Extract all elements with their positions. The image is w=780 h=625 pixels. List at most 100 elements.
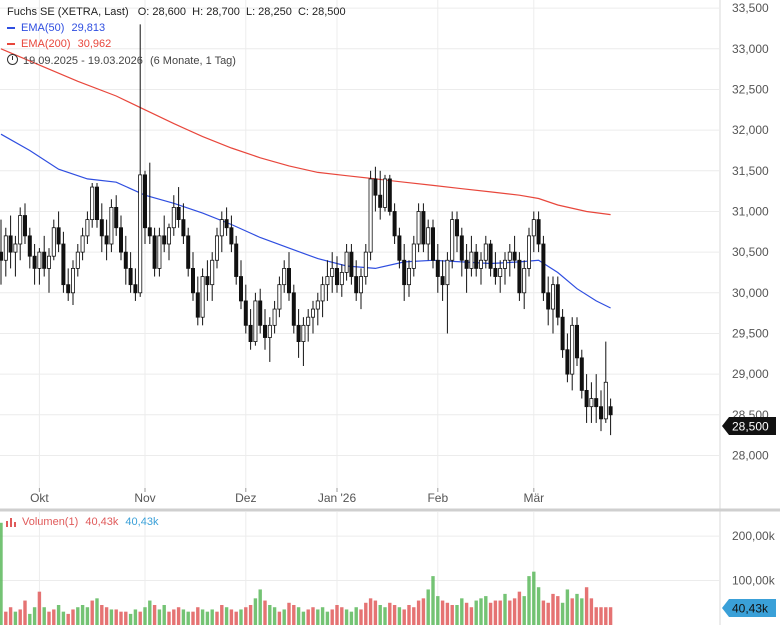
last-volume-badge: 40,43k [722,599,776,617]
volume-bar [268,605,272,625]
candle-body [0,251,4,261]
candle-body [296,324,301,343]
candle [229,215,234,253]
candle [205,260,210,301]
candle [570,317,575,391]
candle [142,170,147,244]
last-volume-badge-text: 40,43k [732,602,769,616]
candle [310,300,315,334]
volume-bar [100,605,104,625]
volume-bar [474,600,478,625]
candle-body [99,219,104,237]
volume-bar [18,609,22,625]
price-y-axis: 28,000 28,500 29,000 29,500 30,000 30,500 31,0… [732,1,769,462]
volume-bar [364,602,368,625]
ema200-legend[interactable]: EMA(200) 30,962 [7,38,111,50]
candle [560,309,565,358]
candle [320,276,325,318]
date-range-legend[interactable]: 19.09.2025 - 19.03.2026 (6 Monate, 1 Tag… [7,54,236,67]
volume-bar [594,607,598,625]
candle-body [344,251,349,273]
volume-bar [359,609,363,625]
volume-bar [90,600,94,625]
volume-bar [95,598,99,625]
candle-body [90,186,95,220]
time-tick-label: Feb [427,491,448,505]
volume-legend[interactable]: Volumen(1) 40,43k 40,43k [6,516,158,528]
volume-bar [373,600,378,625]
candle-body [291,292,296,326]
volume-bar [42,607,46,625]
volume-bar [191,611,195,625]
ema50-legend[interactable]: EMA(50) 29,813 [7,22,105,34]
volume-bar [541,600,546,625]
candle-body [551,284,556,310]
candle-body [565,349,570,375]
candle-body [459,235,464,261]
candle [138,24,143,297]
candle-body [157,235,162,269]
volume-bar [570,598,574,625]
candle-body [560,316,565,351]
last-volume-badge-shape [722,599,776,617]
clock-icon [7,54,18,65]
candle [119,215,124,261]
candle-body [205,276,210,286]
candle-body [190,267,195,294]
candle [104,219,109,261]
instrument-legend-row: Fuchs SE (XETRA, Last) O: 28,600 H: 28,7… [7,6,346,18]
volume-bar [335,605,339,625]
volume-bar [469,607,474,625]
volume-bar [301,611,306,625]
candle [8,215,13,269]
volume-bar [66,613,70,625]
volume-bar [109,609,114,625]
volume-bar [450,605,454,625]
candle [171,195,176,236]
candle-body [382,178,387,208]
candle-body [363,251,368,277]
volume-bar [330,609,334,625]
candle [291,284,296,334]
candle [157,227,162,277]
candle [75,244,80,277]
candle [214,227,219,269]
candle [579,349,584,399]
volume-bar [287,602,291,625]
volume-bar [234,611,238,625]
candle-body [37,251,42,269]
volume-bar [23,600,27,625]
candlestick-series [0,24,613,436]
candle-body [517,259,522,294]
volume-bar [239,609,243,625]
candle-body [42,251,47,269]
candle-body [8,235,13,253]
candle [382,174,387,212]
volume-bar [157,609,162,625]
candle [47,248,52,293]
candle [450,211,455,269]
volume-bar [551,593,555,625]
volume-tick-label: 200,00k [732,529,776,543]
volume-bar [426,589,430,625]
volume-bar [52,609,56,625]
candle [66,268,71,301]
volume-bar [608,607,613,625]
volume-bar [248,605,253,625]
candle [426,219,431,261]
candle [555,276,560,326]
volume-bar [152,605,157,625]
candle-body [109,206,114,245]
volume-bar [172,609,176,625]
candle [354,260,359,301]
volume-bar [37,591,42,625]
candle-body [306,316,311,326]
candle [3,227,8,277]
candle [176,187,181,228]
ema50-swatch [7,27,15,30]
volume-bar [258,589,262,625]
candle [99,203,104,253]
candle-body [267,324,272,338]
candle [95,183,100,228]
